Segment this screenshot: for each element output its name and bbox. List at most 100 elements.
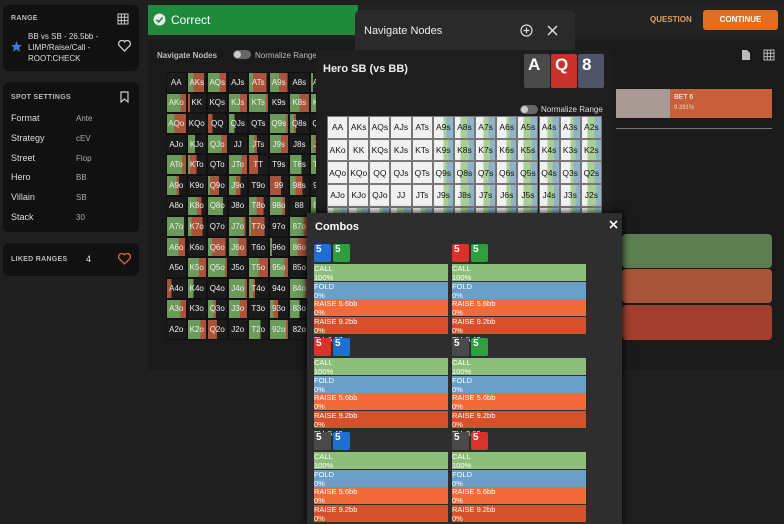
- action-bar[interactable]: [622, 305, 772, 340]
- hand-cell[interactable]: K6o: [186, 236, 207, 258]
- heart-icon[interactable]: [118, 253, 131, 265]
- hand-cell[interactable]: Q6o: [207, 236, 228, 258]
- hand-cell[interactable]: JJ: [390, 184, 412, 207]
- hand-cell[interactable]: J3s: [559, 184, 581, 207]
- hand-cell[interactable]: 95o: [268, 257, 289, 278]
- hand-cell[interactable]: Q9s: [432, 161, 454, 185]
- hand-cell[interactable]: QQ: [369, 161, 391, 185]
- hand-cell[interactable]: KTo: [186, 154, 207, 175]
- hand-cell[interactable]: J9o: [227, 175, 248, 196]
- hand-cell[interactable]: ATs: [411, 116, 433, 139]
- hand-cell[interactable]: A3s: [559, 116, 581, 139]
- hand-cell[interactable]: KJs: [227, 92, 248, 114]
- hand-cell[interactable]: 98o: [268, 195, 289, 217]
- hand-cell[interactable]: J7o: [227, 216, 248, 237]
- heart-icon[interactable]: [118, 40, 131, 52]
- hand-cell[interactable]: A9s: [432, 116, 454, 139]
- hand-cell[interactable]: AA: [166, 72, 187, 93]
- hand-cell[interactable]: ATo: [166, 154, 187, 175]
- hand-cell[interactable]: JJ: [227, 133, 248, 155]
- hand-cell[interactable]: J5o: [227, 257, 248, 278]
- hand-cell[interactable]: J8s: [453, 184, 476, 207]
- hand-cell[interactable]: AJo: [166, 133, 187, 155]
- hand-cell[interactable]: Q5o: [207, 257, 228, 278]
- hand-cell[interactable]: 85o: [289, 257, 310, 278]
- hand-cell[interactable]: 97o: [268, 216, 289, 237]
- hand-cell[interactable]: T6o: [248, 236, 269, 258]
- hand-cell[interactable]: T8o: [248, 195, 269, 217]
- hand-cell[interactable]: TT: [248, 154, 269, 175]
- hand-cell[interactable]: A5s: [517, 116, 539, 139]
- hand-cell[interactable]: 93o: [268, 298, 289, 320]
- hand-cell[interactable]: Q9o: [207, 175, 228, 196]
- hand-cell[interactable]: QJs: [390, 161, 412, 185]
- hand-cell[interactable]: Q8s: [453, 161, 476, 185]
- file-icon[interactable]: [741, 49, 751, 61]
- hand-cell[interactable]: 94o: [268, 278, 289, 299]
- hand-cell[interactable]: Q5s: [517, 161, 539, 185]
- hand-cell[interactable]: QQ: [207, 113, 228, 134]
- hand-cell[interactable]: JTo: [227, 154, 248, 175]
- hand-cell[interactable]: KTs: [411, 138, 433, 162]
- hand-cell[interactable]: 98s: [289, 175, 310, 196]
- hand-cell[interactable]: Q6s: [496, 161, 518, 185]
- hand-cell[interactable]: A6o: [166, 236, 187, 258]
- hand-cell[interactable]: QJo: [207, 133, 228, 155]
- hand-cell[interactable]: T4o: [248, 278, 269, 299]
- hand-cell[interactable]: T5o: [248, 257, 269, 278]
- hand-cell[interactable]: KJo: [186, 133, 207, 155]
- hand-cell[interactable]: KJo: [348, 184, 370, 207]
- hand-cell[interactable]: KK: [186, 92, 207, 114]
- hand-cell[interactable]: K5o: [186, 257, 207, 278]
- hand-cell[interactable]: J9s: [432, 184, 454, 207]
- grid-icon[interactable]: [763, 49, 775, 61]
- hand-cell[interactable]: Q7s: [475, 161, 497, 185]
- hand-cell[interactable]: J2o: [227, 319, 248, 340]
- hand-cell[interactable]: J8s: [289, 133, 310, 155]
- hand-cell[interactable]: T8s: [289, 154, 310, 175]
- hand-cell[interactable]: A8s: [289, 72, 310, 93]
- hand-cell[interactable]: K7o: [186, 216, 207, 237]
- hand-cell[interactable]: K5s: [517, 138, 539, 162]
- toggle[interactable]: [520, 105, 538, 114]
- hand-cell[interactable]: A4s: [538, 116, 560, 139]
- hand-cell[interactable]: K3o: [186, 298, 207, 320]
- hand-cell[interactable]: A6s: [496, 116, 518, 139]
- hand-cell[interactable]: A2o: [166, 319, 187, 340]
- hand-cell[interactable]: A3o: [166, 298, 187, 320]
- action-bar[interactable]: [622, 234, 772, 268]
- hand-cell[interactable]: Q8s: [289, 113, 310, 134]
- hand-cell[interactable]: K9o: [186, 175, 207, 196]
- hand-cell[interactable]: K6s: [496, 138, 518, 162]
- hand-cell[interactable]: AKo: [166, 92, 187, 114]
- hand-cell[interactable]: K9s: [268, 92, 289, 114]
- hand-cell[interactable]: J3o: [227, 298, 248, 320]
- hand-cell[interactable]: AQs: [369, 116, 391, 139]
- hand-cell[interactable]: Q7o: [207, 216, 228, 237]
- hand-cell[interactable]: J2s: [580, 184, 602, 207]
- hand-cell[interactable]: T9o: [248, 175, 269, 196]
- add-icon[interactable]: [520, 24, 533, 37]
- hand-cell[interactable]: Q2o: [207, 319, 228, 340]
- hand-cell[interactable]: 96o: [268, 236, 289, 258]
- node-action-bar[interactable]: BET 6 9.391%: [616, 89, 772, 118]
- hand-cell[interactable]: JTs: [248, 133, 269, 155]
- hand-cell[interactable]: Q4o: [207, 278, 228, 299]
- hand-cell[interactable]: A8s: [453, 116, 476, 139]
- hand-cell[interactable]: T7o: [248, 216, 269, 237]
- hand-cell[interactable]: T2o: [248, 319, 269, 340]
